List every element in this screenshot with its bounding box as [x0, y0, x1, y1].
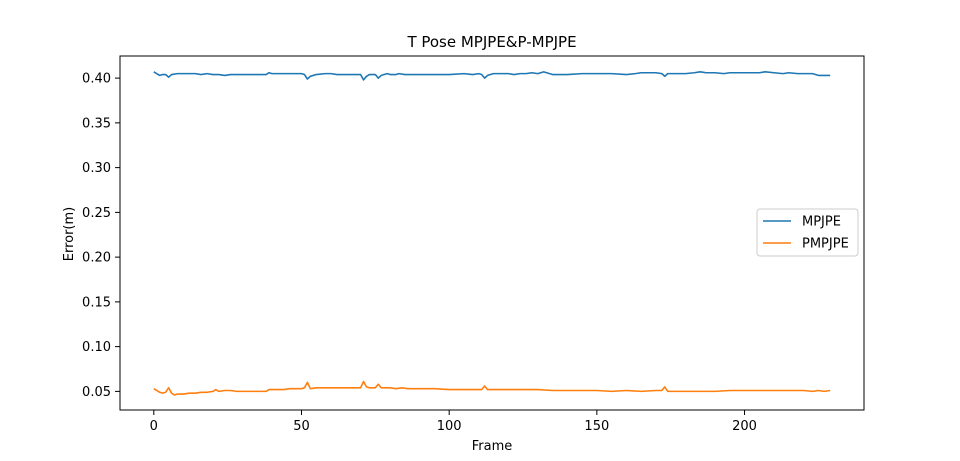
y-tick-label: 0.20 [82, 251, 111, 266]
series-layer [153, 71, 831, 396]
y-tick-label: 0.10 [82, 340, 111, 355]
y-tick-label: 0.05 [82, 385, 111, 400]
x-axis: 0 50 100 150 200 [150, 410, 757, 434]
x-tick-label: 200 [732, 419, 757, 434]
y-tick-label: 0.30 [82, 161, 111, 176]
chart-title: T Pose MPJPE&P-MPJPE [406, 33, 576, 51]
series-line-pmpjpe [153, 380, 831, 396]
y-tick-label: 0.15 [82, 295, 111, 310]
legend-label-pmpjpe: PMPJPE [802, 237, 849, 252]
legend-label-mpjpe: MPJPE [802, 215, 841, 230]
x-tick-label: 0 [150, 419, 158, 434]
plot-area [119, 55, 865, 411]
legend: MPJPE PMPJPE [756, 208, 859, 257]
x-tick-label: 100 [437, 419, 462, 434]
y-axis: 0.05 0.10 0.15 0.20 0.25 0.30 0.35 0.40 [82, 72, 120, 400]
x-axis-label: Frame [472, 439, 513, 454]
x-tick-label: 150 [584, 419, 609, 434]
plot-frame [119, 55, 865, 411]
y-tick-label: 0.25 [82, 206, 111, 221]
y-tick-label: 0.40 [82, 72, 111, 87]
y-axis-label: Error(m) [62, 207, 77, 262]
y-tick-label: 0.35 [82, 116, 111, 131]
series-line-mpjpe [153, 71, 831, 81]
x-tick-label: 50 [293, 419, 310, 434]
